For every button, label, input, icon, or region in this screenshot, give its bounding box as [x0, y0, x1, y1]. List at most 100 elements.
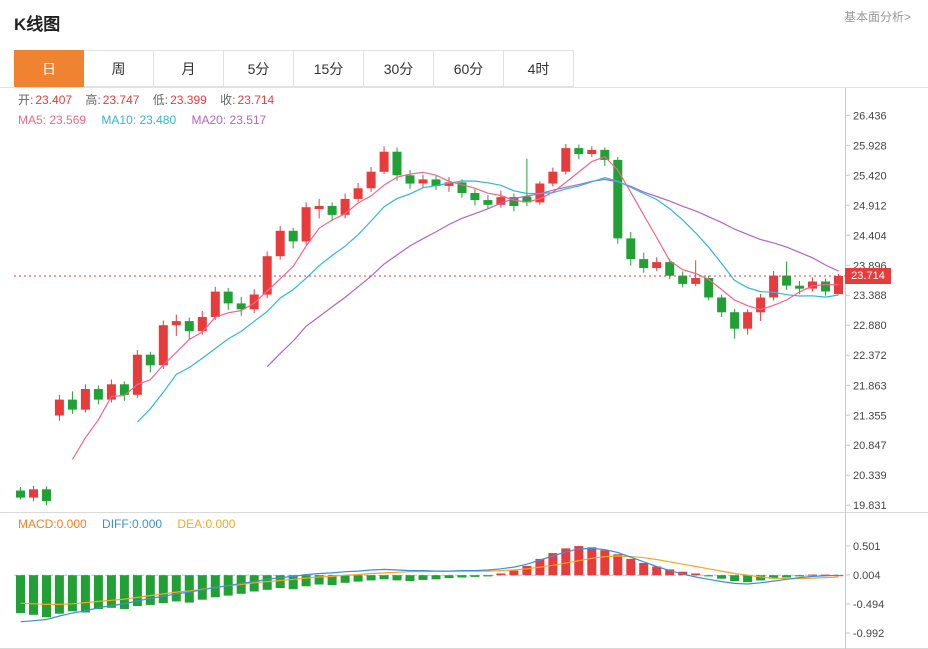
- macd-bar: [418, 575, 428, 580]
- macd-bar: [275, 575, 285, 588]
- y-axis-label: 19.831: [853, 500, 887, 512]
- macd-bar: [210, 575, 220, 598]
- candle-body: [29, 489, 38, 498]
- candlestick-chart[interactable]: 26.43625.92825.42024.91224.40423.89623.3…: [0, 88, 928, 512]
- candle-body: [444, 182, 454, 186]
- candle-body: [340, 198, 350, 215]
- open-value: 23.407: [35, 93, 73, 107]
- candle-body: [210, 291, 220, 317]
- candle-body: [301, 207, 311, 242]
- candle-body: [756, 297, 766, 313]
- interval-tabbar: 日 周 月 5分 15分 30分 60分 4时: [0, 50, 928, 88]
- tab-15min[interactable]: 15分: [294, 50, 364, 87]
- macd-bar: [184, 575, 194, 603]
- macd-bar: [301, 575, 311, 587]
- candle-body: [561, 148, 571, 172]
- macd-bar: [652, 566, 662, 576]
- macd-histogram: [16, 546, 843, 618]
- tab-30min[interactable]: 30分: [364, 50, 434, 87]
- macd-bar: [119, 575, 129, 609]
- candle-body: [327, 206, 337, 215]
- macd-bar: [340, 575, 350, 583]
- ma5-label: MA5:: [18, 113, 47, 127]
- macd-chart[interactable]: 0.501 0.004 -0.494 -0.992: [0, 512, 928, 649]
- macd-bar: [704, 575, 714, 577]
- macd-bar: [171, 575, 181, 602]
- candle-body: [366, 171, 376, 189]
- candle-body: [678, 275, 688, 284]
- tab-4hour[interactable]: 4时: [504, 50, 574, 87]
- candle-body: [42, 489, 51, 502]
- candle-body: [249, 294, 259, 310]
- candle-body: [223, 291, 233, 304]
- macd-bar: [756, 575, 766, 581]
- macd-bar: [67, 575, 77, 612]
- fundamental-analysis-link[interactable]: 基本面分析>: [843, 10, 911, 24]
- y-axis-label: 20.339: [853, 470, 887, 482]
- candle-body: [171, 321, 181, 326]
- ma-legend: MA5: 23.569 MA10: 23.480 MA20: 23.517: [18, 113, 266, 127]
- candle-body: [470, 193, 480, 201]
- macd-bar: [691, 573, 701, 576]
- candle-body: [418, 179, 428, 184]
- diff-value: 0.000: [132, 517, 163, 531]
- candle-body: [288, 230, 298, 242]
- candle-body: [275, 230, 285, 257]
- candle-body: [613, 159, 623, 239]
- candle-body: [483, 200, 493, 205]
- ohlc-legend: 开: 23.407 高: 23.747 低: 23.399 收: 23.714: [18, 91, 284, 108]
- macd-bar: [600, 550, 610, 576]
- candle-body: [821, 281, 830, 292]
- macd-bar: [743, 575, 753, 583]
- candle-body: [16, 490, 25, 498]
- candle-body: [262, 256, 272, 295]
- last-price-marker: 23.714: [845, 268, 891, 284]
- ma5-line: [71, 156, 839, 460]
- candle-body: [743, 312, 753, 329]
- macd-bar: [93, 575, 103, 609]
- y-axis-label: 0.501: [853, 541, 881, 553]
- tab-day[interactable]: 日: [14, 50, 84, 87]
- tab-60min[interactable]: 60分: [434, 50, 504, 87]
- macd-bar: [106, 575, 116, 608]
- macd-bar: [158, 575, 168, 604]
- candle-body: [509, 197, 519, 206]
- high-value: 23.747: [102, 93, 140, 107]
- macd-bar: [444, 575, 454, 579]
- macd-bar: [665, 569, 675, 576]
- candle-body: [67, 399, 77, 410]
- candle-body: [704, 278, 714, 298]
- candle-body: [379, 151, 389, 172]
- macd-bar: [613, 554, 623, 576]
- tab-week[interactable]: 周: [84, 50, 154, 87]
- macd-bar: [42, 575, 51, 618]
- candle-body: [184, 321, 194, 332]
- macd-bar: [54, 575, 64, 614]
- candle-body: [132, 354, 142, 395]
- candle-body: [522, 196, 532, 203]
- candle-body: [600, 149, 610, 160]
- macd-bar: [587, 547, 597, 576]
- macd-bar: [431, 575, 441, 580]
- macd-bar: [132, 575, 142, 607]
- ma20-label: MA20:: [191, 113, 227, 127]
- tab-5min[interactable]: 5分: [224, 50, 294, 87]
- macd-bar: [145, 575, 155, 605]
- macd-bar: [379, 575, 389, 580]
- y-axis-label: 21.863: [853, 380, 887, 392]
- macd-bar: [353, 575, 363, 582]
- y-axis-label: 26.436: [853, 110, 887, 122]
- candle-body: [106, 384, 116, 400]
- dea-label: DEA:: [177, 517, 206, 531]
- candle-body: [119, 384, 129, 395]
- macd-bar: [405, 575, 415, 581]
- macd-bar: [483, 575, 493, 577]
- tab-month[interactable]: 月: [154, 50, 224, 87]
- y-axis-label: 0.004: [853, 570, 881, 582]
- candle-body: [236, 303, 246, 310]
- macd-bar: [197, 575, 207, 600]
- candle-body: [782, 275, 792, 286]
- candle-body: [834, 276, 843, 295]
- candle-body: [665, 262, 675, 276]
